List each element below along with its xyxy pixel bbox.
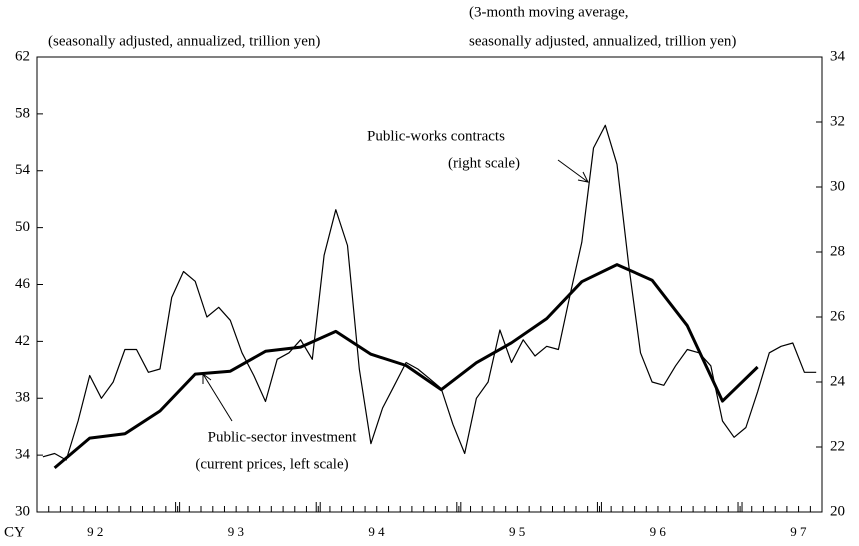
y-tick-label: 30 [15, 503, 30, 519]
y2-tick-label: 34 [830, 48, 846, 64]
series-line [42, 124, 817, 461]
y2-tick-label: 20 [830, 503, 845, 519]
y-tick-label: 62 [15, 48, 30, 64]
x-tick-label: 9 3 [228, 524, 244, 539]
arrow [202, 373, 233, 422]
arrow [557, 159, 589, 183]
y2-tick-label: 26 [830, 308, 846, 324]
y2-tick-label: 22 [830, 438, 845, 454]
x-tick-label: 9 4 [368, 524, 385, 539]
series-line [53, 263, 759, 470]
y-axis-label: (seasonally adjusted, annualized, trilli… [48, 33, 320, 49]
y2-axis-label: (3-month moving average, [469, 4, 629, 20]
y-tick-label: 42 [15, 333, 30, 349]
y-tick-label: 34 [15, 447, 31, 463]
y-tick-label: 46 [15, 276, 31, 292]
x-tick-label: 9 7 [790, 524, 807, 539]
y-tick-label: 54 [15, 162, 31, 178]
plot-frame [36, 56, 823, 513]
y-tick-label: 58 [15, 105, 30, 121]
arrow-head [577, 171, 589, 183]
y2-tick-label: 32 [830, 113, 845, 129]
y2-tick-label: 24 [830, 373, 846, 389]
y-tick-label: 50 [15, 219, 30, 235]
annotation: (current prices, left scale) [195, 456, 348, 472]
y2-tick-label: 30 [830, 178, 845, 194]
x-tick-label: 9 2 [87, 524, 103, 539]
annotation: (right scale) [448, 155, 520, 171]
x-tick-label: 9 6 [650, 524, 667, 539]
y-tick-label: 38 [15, 390, 30, 406]
x-tick-label: 9 5 [509, 524, 525, 539]
y2-axis-label: seasonally adjusted, annualized, trillio… [469, 33, 736, 49]
annotation: Public-works contracts [367, 128, 505, 144]
annotation: Public-sector investment [208, 429, 358, 445]
x-axis-label: CY [4, 524, 25, 540]
arrow-head [202, 373, 212, 384]
y2-tick-label: 28 [830, 243, 845, 259]
